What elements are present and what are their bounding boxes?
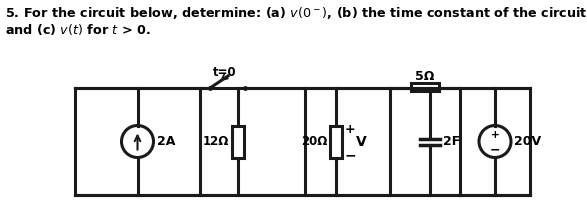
Text: and (c) $v(t)$ for $t$ > 0.: and (c) $v(t)$ for $t$ > 0. <box>5 22 151 37</box>
Text: t=0: t=0 <box>213 66 237 79</box>
Text: −: − <box>345 149 356 162</box>
Text: +: + <box>491 130 500 140</box>
Bar <box>411 83 439 91</box>
Text: +: + <box>345 123 355 136</box>
Text: 2F: 2F <box>443 135 460 148</box>
Text: 5Ω: 5Ω <box>416 70 435 83</box>
Text: 20Ω: 20Ω <box>301 135 328 148</box>
Text: 20V: 20V <box>514 135 541 148</box>
Text: 2A: 2A <box>157 135 175 148</box>
Text: 12Ω: 12Ω <box>203 135 230 148</box>
Bar <box>329 125 342 157</box>
Text: 5. For the circuit below, determine: (a) $v(0^-)$, (b) the time constant of the : 5. For the circuit below, determine: (a)… <box>5 5 587 21</box>
Text: V: V <box>356 135 366 149</box>
Bar <box>231 125 244 157</box>
Text: −: − <box>490 143 500 156</box>
